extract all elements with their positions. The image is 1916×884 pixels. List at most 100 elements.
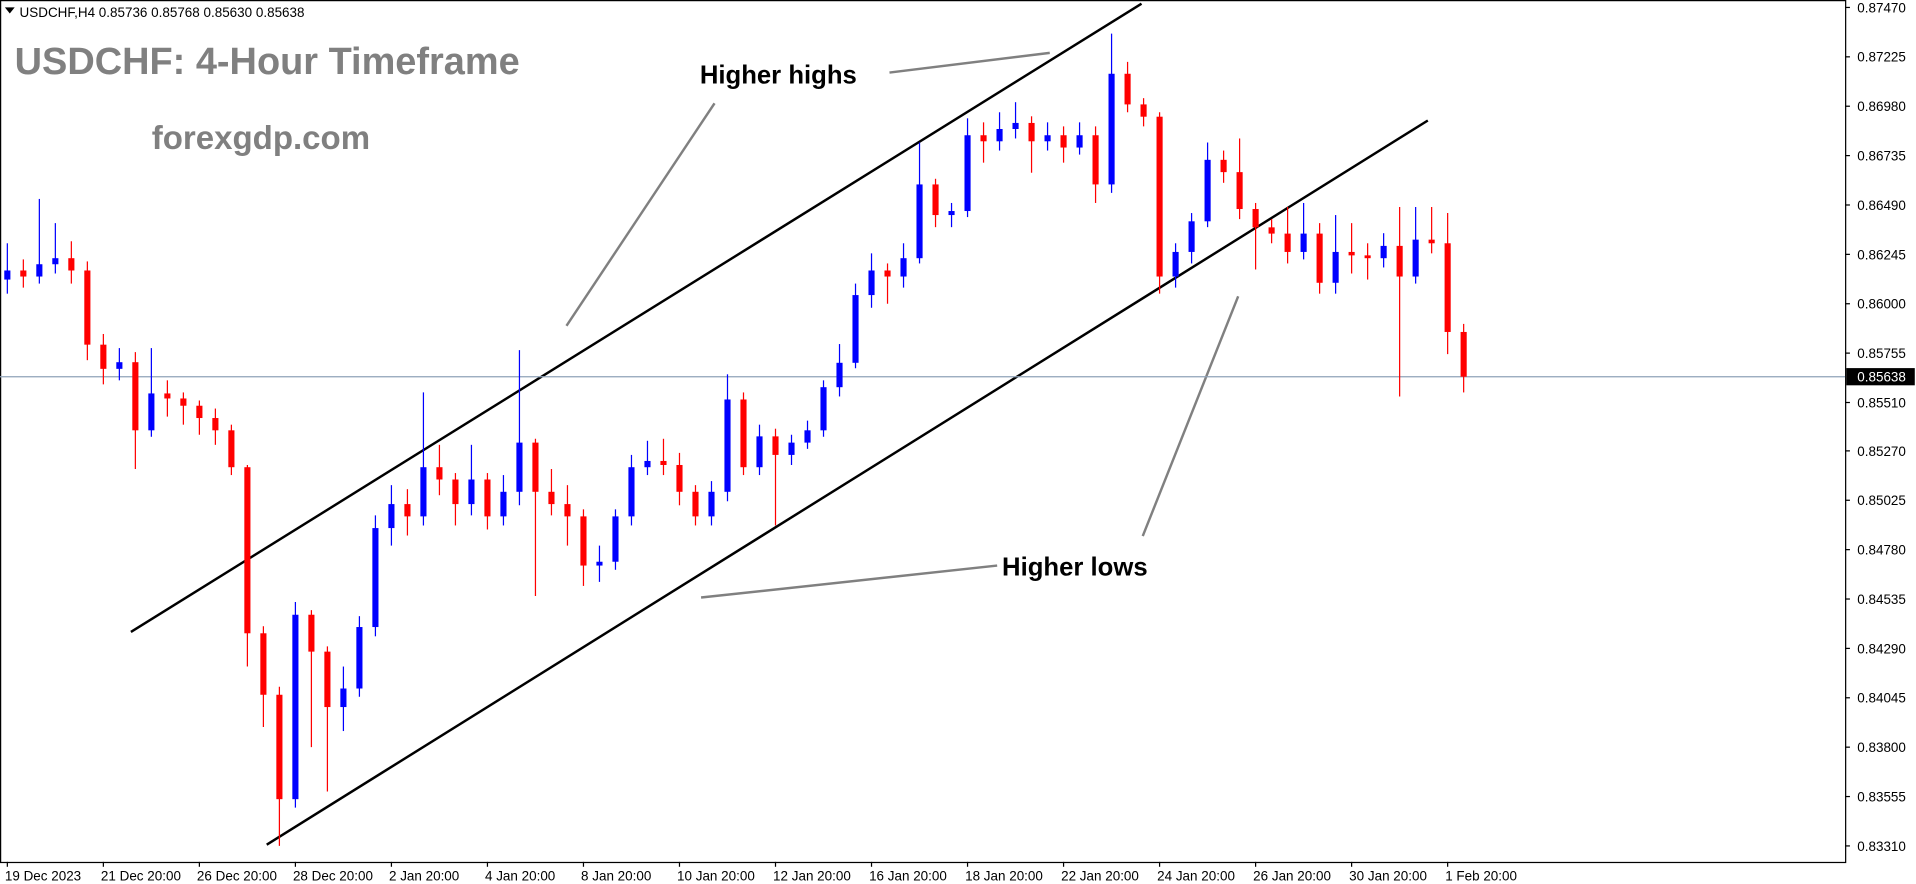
candle-body (1412, 239, 1419, 277)
candle-body (1172, 251, 1179, 277)
x-tick-label: 21 Dec 20:00 (101, 868, 181, 883)
candle-body (164, 393, 171, 399)
chart-subtitle: forexgdp.com (152, 120, 370, 157)
candle-body (148, 393, 155, 431)
candle-body (1396, 245, 1403, 277)
candle-body (1156, 116, 1163, 277)
x-tick-label: 30 Jan 20:00 (1349, 868, 1427, 883)
candle-body (500, 491, 507, 517)
candle-body (868, 270, 875, 296)
candle-body (340, 688, 347, 708)
candle-body (1252, 209, 1259, 228)
candle-body (932, 184, 939, 216)
candle-body (724, 399, 731, 492)
y-tick-label: 0.87470 (1857, 0, 1906, 15)
y-tick-label: 0.86735 (1857, 148, 1906, 163)
x-tick-label: 24 Jan 20:00 (1157, 868, 1235, 883)
candle-body (612, 516, 619, 562)
pointer-line (1141, 295, 1240, 537)
candle-body (1092, 135, 1099, 185)
candle-body (1028, 122, 1035, 142)
chart-title: USDCHF: 4-Hour Timeframe (15, 41, 520, 83)
candle-body (196, 405, 203, 419)
candle-body (532, 442, 539, 492)
x-tick-label: 26 Dec 20:00 (197, 868, 277, 883)
candle-body (1460, 331, 1467, 377)
candle-body (452, 479, 459, 505)
candle-body (404, 504, 411, 517)
candle-body (308, 614, 315, 652)
candle-body (484, 479, 491, 517)
pointer-line (565, 102, 716, 327)
candle-body (356, 627, 363, 689)
y-tick-label: 0.85755 (1857, 346, 1906, 361)
candle-body (20, 270, 27, 277)
candle-body (1060, 135, 1067, 148)
candle-body (1140, 104, 1147, 117)
candle-body (52, 258, 59, 265)
candle-body (1188, 221, 1195, 252)
y-tick-label: 0.86245 (1857, 247, 1906, 262)
current-price-box (1846, 368, 1915, 386)
candle-body (580, 516, 587, 566)
candle-body (788, 442, 795, 455)
candle-body (1380, 245, 1387, 259)
x-tick-label: 16 Jan 20:00 (869, 868, 947, 883)
x-tick-label: 28 Dec 20:00 (293, 868, 373, 883)
y-tick-label: 0.84045 (1857, 691, 1906, 706)
y-tick-label: 0.84780 (1857, 543, 1906, 558)
candle-body (676, 464, 683, 492)
y-tick-label: 0.83800 (1857, 740, 1906, 755)
candle-body (916, 184, 923, 259)
candle-body (1428, 239, 1435, 244)
pointer-line (700, 564, 998, 599)
candle-body (692, 491, 699, 517)
candle-body (980, 135, 987, 142)
candle-body (1044, 135, 1051, 142)
candle-body (628, 467, 635, 517)
x-tick-label: 12 Jan 20:00 (773, 868, 851, 883)
candle-body (276, 694, 283, 800)
candle-body (1076, 135, 1083, 148)
annotation: Higher highs (700, 62, 857, 90)
candle-body (1268, 227, 1275, 234)
y-tick-label: 0.85510 (1857, 395, 1906, 410)
candle-body (1220, 159, 1227, 173)
candle-body (772, 436, 779, 455)
x-tick-label: 10 Jan 20:00 (677, 868, 755, 883)
header-icon (4, 7, 15, 14)
candle-body (436, 467, 443, 480)
y-tick-label: 0.85025 (1857, 493, 1906, 508)
candle-body (388, 504, 395, 529)
candle-body (36, 264, 43, 277)
candle-body (228, 430, 235, 468)
x-tick-label: 26 Jan 20:00 (1253, 868, 1331, 883)
candle-body (100, 344, 107, 369)
candle-body (84, 270, 91, 345)
y-tick-label: 0.83555 (1857, 789, 1906, 804)
header: USDCHF,H4 0.85736 0.85768 0.85630 0.8563… (20, 5, 305, 20)
candle-body (708, 491, 715, 517)
candle-body (420, 467, 427, 517)
x-tick-label: 22 Jan 20:00 (1061, 868, 1139, 883)
y-tick-label: 0.86980 (1857, 99, 1906, 114)
candle-body (132, 362, 139, 431)
pointer-line (889, 51, 1050, 74)
x-tick-label: 4 Jan 20:00 (485, 868, 555, 883)
candle-body (212, 418, 219, 431)
candle-body (740, 399, 747, 468)
x-tick-label: 2 Jan 20:00 (389, 868, 459, 883)
candle-body (372, 528, 379, 628)
candle-body (1316, 233, 1323, 283)
candle-body (836, 362, 843, 388)
candle-body (820, 387, 827, 431)
candle-body (516, 442, 523, 492)
candle-body (964, 135, 971, 212)
current-price-label: 0.85638 (1857, 370, 1906, 385)
candle-body (1348, 251, 1355, 256)
y-tick-label: 0.85270 (1857, 444, 1906, 459)
candle-body (596, 561, 603, 566)
upper-channel-line (130, 2, 1143, 634)
